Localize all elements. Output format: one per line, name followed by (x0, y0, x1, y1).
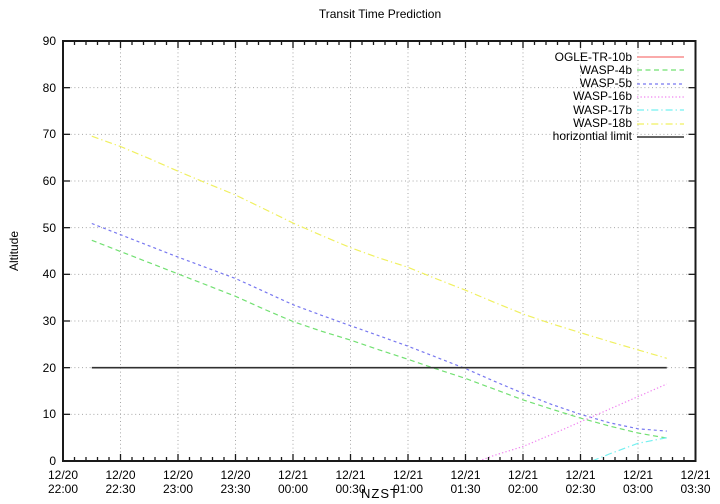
legend-entry-wasp-18b: WASP-18b (430, 117, 684, 131)
x-tick-date: 12/21 (450, 468, 481, 482)
x-tick-label: 12/20 22:00 (33, 468, 93, 496)
x-tick-time: 02:00 (507, 482, 539, 496)
x-tick-time: 01:30 (450, 482, 481, 496)
x-axis-label: NZST (361, 486, 399, 501)
x-tick-time: 22:00 (47, 482, 79, 496)
x-tick-time: 03:00 (622, 482, 654, 496)
y-tick-label: 60 (42, 174, 56, 188)
x-tick-label: 12/21 03:00 (608, 468, 668, 496)
legend-entry-ogle-tr-10b: OGLE-TR-10b (430, 50, 684, 64)
x-tick-label: 12/21 03:30 (666, 468, 720, 496)
x-tick-label: 12/21 00:30 (321, 468, 381, 496)
x-tick-label: 12/21 01:00 (378, 468, 438, 496)
x-tick-time: 23:30 (220, 482, 251, 496)
y-tick-label: 50 (42, 220, 56, 235)
legend-line-sample (637, 96, 684, 98)
legend-line-sample (637, 69, 684, 71)
x-tick-label: 12/20 22:30 (91, 468, 151, 496)
x-tick-date: 12/21 (335, 468, 366, 482)
x-tick-date: 12/21 (680, 468, 711, 482)
legend-entry-horizontial-limit: horizontial limit (430, 130, 684, 144)
x-tick-time: 02:30 (565, 482, 596, 496)
x-tick-date: 12/21 (392, 468, 424, 482)
series-line-wasp-18b (91, 135, 667, 359)
x-tick-date: 12/21 (622, 468, 654, 482)
y-tick-label: 80 (42, 80, 56, 95)
legend-entry-wasp-16b: WASP-16b (430, 90, 684, 104)
x-tick-label: 12/20 23:30 (206, 468, 266, 496)
x-tick-date: 12/21 (277, 468, 309, 482)
legend-line-sample (637, 82, 684, 85)
legend-line-sample (637, 109, 684, 111)
x-tick-date: 12/20 (47, 468, 79, 482)
y-tick-label: 70 (42, 127, 56, 142)
legend-entry-wasp-4b: WASP-4b (430, 63, 684, 77)
x-tick-time: 22:30 (105, 482, 136, 496)
x-tick-label: 12/21 02:00 (493, 468, 553, 496)
series-line-wasp-17b (591, 437, 667, 462)
y-tick-label: 0 (49, 454, 56, 468)
legend-label: WASP-4b (579, 62, 632, 77)
legend-line-sample (637, 135, 684, 138)
x-tick-label: 12/20 23:00 (148, 468, 208, 496)
x-tick-time: 01:00 (392, 482, 424, 496)
x-tick-time: 23:00 (162, 482, 194, 496)
legend-label: WASP-17b (573, 102, 632, 117)
legend-entry-wasp-17b: WASP-17b (430, 103, 684, 117)
plot-border (62, 40, 697, 462)
series-line-wasp-5b (91, 222, 667, 432)
legend-label: WASP-5b (579, 76, 632, 91)
legend-line-sample (637, 56, 684, 58)
y-tick-label: 40 (42, 267, 56, 282)
x-tick-date: 12/21 (565, 468, 596, 482)
series-line-wasp-4b (91, 239, 667, 439)
x-tick-date: 12/20 (162, 468, 194, 482)
x-tick-time: 00:00 (277, 482, 309, 496)
legend-label: WASP-16b (573, 89, 632, 104)
legend-entry-wasp-5b: WASP-5b (430, 77, 684, 91)
x-tick-label: 12/21 00:00 (263, 468, 323, 496)
x-tick-date: 12/21 (507, 468, 539, 482)
legend-label: OGLE-TR-10b (554, 49, 632, 64)
legend-label: horizontial limit (552, 129, 632, 144)
y-tick-label: 10 (42, 407, 56, 422)
legend-label: WASP-18b (573, 116, 632, 130)
legend-line-sample (637, 122, 684, 125)
series-line-wasp-16b (478, 383, 668, 462)
x-tick-time: 03:30 (680, 482, 711, 496)
x-tick-time: 00:30 (335, 482, 366, 496)
y-tick-label: 90 (42, 34, 56, 48)
y-tick-label: 20 (42, 360, 56, 375)
x-tick-date: 12/20 (105, 468, 136, 482)
x-tick-label: 12/21 01:30 (436, 468, 496, 496)
y-tick-label: 30 (42, 314, 56, 328)
chart-title: Transit Time Prediction (318, 7, 442, 21)
x-tick-date: 12/20 (220, 468, 251, 482)
x-tick-label: 12/21 02:30 (551, 468, 611, 496)
